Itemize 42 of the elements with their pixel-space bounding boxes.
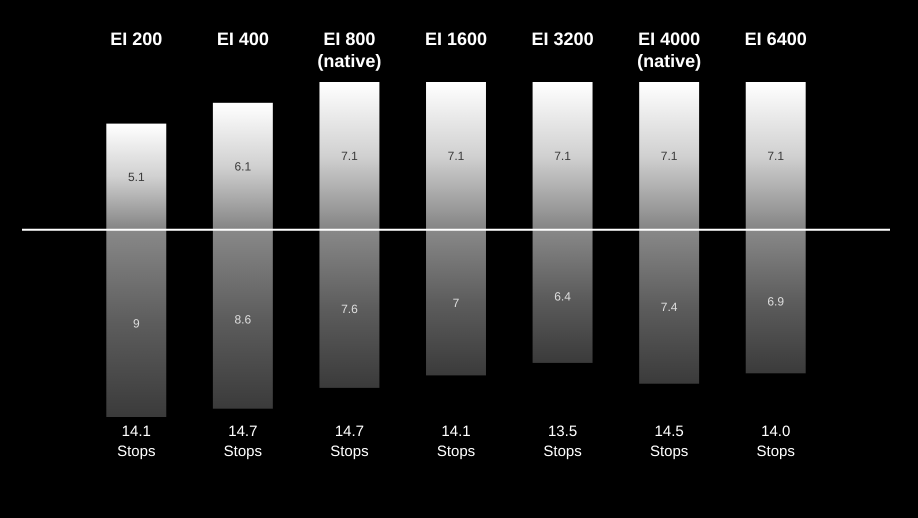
bar xyxy=(319,230,380,388)
bar xyxy=(532,230,593,363)
data-label: 7.1 xyxy=(448,149,465,164)
bar xyxy=(426,230,486,376)
x-tick-label: EI 6400 xyxy=(744,29,807,49)
x-tick-label: EI 400 xyxy=(216,29,269,49)
x-tick-label: EI 800 (native) xyxy=(317,29,382,71)
bar xyxy=(639,230,700,384)
data-label: 7.1 xyxy=(767,149,784,164)
data-label: 6.1 xyxy=(234,159,252,174)
annotation: 7.6 xyxy=(341,302,358,316)
text: 14.7 Stops xyxy=(330,423,369,460)
bar xyxy=(319,82,380,230)
bar xyxy=(639,82,700,230)
text: 14.1 Stops xyxy=(436,423,476,460)
text: 14.5 Stops xyxy=(650,423,688,460)
text: 14.0 Stops xyxy=(756,423,795,460)
annotation: 8.6 xyxy=(234,312,252,326)
text: 14.7 Stops xyxy=(224,423,262,460)
data-label: 7.1 xyxy=(341,149,358,164)
annotation: 6.4 xyxy=(554,290,572,304)
annotation: 6.9 xyxy=(767,294,784,309)
bar xyxy=(532,82,593,230)
bar xyxy=(106,230,166,417)
x-tick-label: EI 4000 (native) xyxy=(637,29,702,71)
data-label: 5.1 xyxy=(128,170,145,184)
text: 13.5 Stops xyxy=(543,423,582,460)
annotation: 7 xyxy=(452,296,460,310)
bar xyxy=(746,230,806,374)
x-tick-label: EI 200 xyxy=(110,29,162,49)
annotation: 9 xyxy=(132,316,140,331)
bar xyxy=(746,82,806,230)
bar xyxy=(212,102,273,230)
x-tick-label: EI 1600 xyxy=(424,29,488,49)
data-label: 7.1 xyxy=(554,149,572,164)
text: 14.1 Stops xyxy=(117,423,156,460)
bar xyxy=(426,82,486,230)
data-label: 7.1 xyxy=(660,149,678,164)
bar xyxy=(106,124,166,230)
annotation: 7.4 xyxy=(660,300,678,314)
bar xyxy=(212,230,273,409)
x-tick-label: EI 3200 xyxy=(532,29,594,49)
